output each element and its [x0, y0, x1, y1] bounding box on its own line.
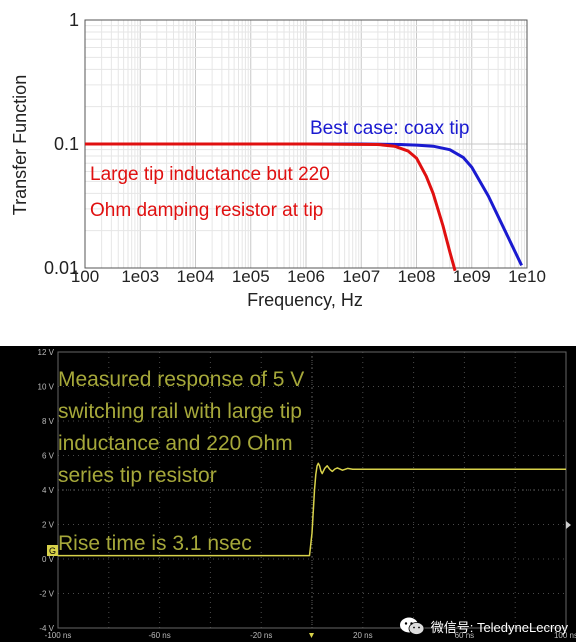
scope-grid	[58, 352, 566, 628]
y-tick-labels: 0.01 0.1 1	[44, 10, 79, 278]
y-tick-label: 1	[69, 10, 79, 30]
y-axis-label: Transfer Function	[10, 75, 30, 215]
scope-background	[0, 346, 576, 642]
scope-y-tick-label: -4 V	[39, 624, 54, 633]
y-tick-label: 0.01	[44, 258, 79, 278]
x-tick-label: 1e07	[342, 267, 380, 286]
ground-marker: G	[47, 545, 58, 556]
scope-annotation-1: Measured response of 5 V	[58, 368, 304, 391]
x-axis-label: Frequency, Hz	[247, 290, 363, 310]
scope-y-tick-label: 6 V	[42, 452, 55, 461]
scope-x-tick-label: 60 ns	[455, 631, 475, 640]
series-line-2	[85, 142, 457, 272]
large-tip-annotation-line1: Large tip inductance but 220	[90, 164, 330, 185]
transfer-function-chart: 0.01 0.1 1 100 1e03 1e04 1e05 1e06 1e07 1e08 1e09…	[10, 10, 546, 310]
scope-y-tick-label: -2 V	[39, 590, 54, 599]
x-tick-label: 1e09	[453, 267, 491, 286]
wechat-icon	[399, 617, 425, 635]
x-tick-label: 1e04	[177, 267, 215, 286]
scope-annotation-4: series tip resistor	[58, 464, 217, 487]
scope-x-tick-labels: -100 ns -60 ns -20 ns 20 ns 60 ns 100 ns	[45, 631, 576, 640]
chart-series	[85, 142, 523, 272]
scope-y-tick-label: 0 V	[42, 555, 55, 564]
scope-frame	[57, 351, 567, 629]
scope-x-tick-label: 100 ns	[554, 631, 576, 640]
scope-annotation-5: Rise time is 3.1 nsec	[58, 532, 252, 555]
scope-y-tick-labels: 12 V 10 V 8 V 6 V 4 V 2 V 0 V -2 V -4 V	[38, 348, 55, 633]
scope-y-tick-label: 8 V	[42, 417, 55, 426]
scope-annotation-2: switching rail with large tip	[58, 400, 302, 423]
large-tip-annotation-line2: Ohm damping resistor at tip	[90, 200, 323, 221]
watermark-text: 微信号: TeledyneLecroy	[430, 619, 568, 635]
right-edge-marker	[566, 521, 571, 529]
oscilloscope-capture: 12 V10 V8 V6 V4 V2 V0 V-2 V-4 V -100 ns -…	[0, 346, 576, 642]
y-tick-label: 0.1	[54, 134, 79, 154]
scope-y-tick-label: 4 V	[42, 486, 55, 495]
x-tick-label: 1e05	[232, 267, 270, 286]
scope-y-tick-label: 12 V	[38, 348, 55, 357]
scope-x-tick-label: -20 ns	[250, 631, 272, 640]
scope-x-tick-label: 20 ns	[353, 631, 373, 640]
x-tick-label: 1e06	[287, 267, 325, 286]
trigger-marker	[309, 633, 314, 638]
scope-x-tick-label: -100 ns	[45, 631, 72, 640]
x-tick-label: 1e10	[508, 267, 546, 286]
scope-annotation-3: inductance and 220 Ohm	[58, 432, 293, 455]
scope-y-tick-label: 2 V	[42, 521, 55, 530]
watermark: 微信号: TeledyneLecroy	[399, 616, 568, 636]
scope-x-tick-label: -60 ns	[148, 631, 170, 640]
best-case-annotation: Best case: coax tip	[310, 118, 469, 139]
svg-text:G: G	[49, 546, 56, 556]
scope-trace	[58, 462, 566, 557]
x-tick-labels: 100 1e03 1e04 1e05 1e06 1e07 1e08 1e09 1e10	[71, 267, 546, 286]
x-tick-label: 1e03	[121, 267, 159, 286]
x-tick-label: 100	[71, 267, 99, 286]
scope-waveform	[58, 462, 566, 557]
x-tick-label: 1e08	[398, 267, 436, 286]
scope-y-tick-label: 10 V	[38, 383, 55, 392]
